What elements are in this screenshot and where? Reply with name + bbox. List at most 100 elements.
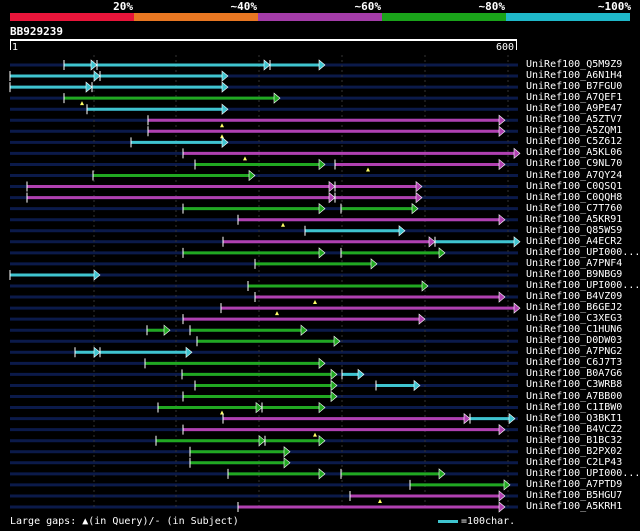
hit-label[interactable]: UniRef100_UPI000... (526, 246, 640, 258)
hit-label[interactable]: UniRef100_C2LP43 (526, 456, 623, 468)
hit-label[interactable]: UniRef100_B7FGU0 (526, 81, 623, 93)
ruler-end-label: 600 (496, 42, 515, 53)
segment-arrow (438, 247, 446, 259)
segment-arrow (415, 180, 423, 193)
legend-label-4: ~80% (478, 0, 506, 13)
ruler-start-label: 1 (12, 42, 19, 53)
segment-arrow (263, 59, 271, 71)
segment-arrow (318, 158, 326, 171)
segment-arrow (330, 379, 338, 392)
hit-label[interactable]: UniRef100_A9PE47 (526, 103, 623, 115)
hit-label[interactable]: UniRef100_A7BB00 (526, 390, 623, 402)
hit-label[interactable]: UniRef100_A5KR91 (526, 213, 623, 225)
legend-band-4 (382, 13, 506, 21)
segment-arrow (438, 468, 446, 480)
hit-label[interactable]: UniRef100_A5ZTV7 (526, 114, 623, 126)
query-gap-marker (220, 134, 224, 139)
segment-arrow (93, 269, 101, 281)
legend-band-2 (134, 13, 258, 21)
segment-arrow (498, 158, 506, 171)
hit-label[interactable]: UniRef100_A5ZQM1 (526, 125, 623, 137)
hit-label[interactable]: UniRef100_C0QSQ1 (526, 180, 623, 192)
hit-label[interactable]: UniRef100_B4VZ09 (526, 291, 623, 303)
hit-label[interactable]: UniRef100_C3WRB8 (526, 379, 623, 391)
query-gap-marker (313, 432, 317, 437)
hit-label[interactable]: UniRef100_Q3BKI1 (526, 412, 623, 424)
hit-label[interactable]: UniRef100_C7T760 (526, 202, 623, 214)
hit-label[interactable]: UniRef100_UPI000... (526, 280, 640, 291)
segment-arrow (330, 390, 338, 403)
query-ruler (10, 39, 517, 41)
segment-arrow (503, 479, 511, 491)
hit-label[interactable]: UniRef100_B6GEJ2 (526, 302, 623, 314)
query-gap-marker (313, 300, 317, 305)
query-gap-marker (80, 101, 84, 106)
segment-arrow (283, 457, 291, 469)
hit-label[interactable]: UniRef100_B4VCZ2 (526, 423, 623, 435)
segment-arrow (85, 81, 93, 93)
hit-label[interactable]: UniRef100_C5Z612 (526, 136, 623, 148)
hit-label[interactable]: UniRef100_A5KL06 (526, 147, 623, 159)
query-gap-marker (275, 311, 279, 316)
ruler-tick-end (516, 41, 517, 50)
query-gap-marker (220, 410, 224, 415)
segment-arrow (318, 247, 326, 259)
hit-label[interactable]: UniRef100_B5HGU7 (526, 489, 623, 501)
hit-label[interactable]: UniRef100_A7PNG2 (526, 346, 623, 358)
hit-label[interactable]: UniRef100_B9NBG9 (526, 268, 623, 280)
hit-label[interactable]: UniRef100_A6N1H4 (526, 70, 623, 82)
segment-arrow (357, 368, 365, 381)
hit-label[interactable]: UniRef100_C0QQH8 (526, 191, 623, 203)
query-gap-marker (281, 222, 285, 227)
hit-label[interactable]: UniRef100_D0DW03 (526, 335, 623, 347)
hit-label[interactable]: UniRef100_A4ECR2 (526, 235, 623, 247)
hit-label[interactable]: UniRef100_UPI000... (526, 467, 640, 479)
hit-label[interactable]: UniRef100_B0A7G6 (526, 368, 623, 380)
segment-arrow (221, 81, 229, 93)
scale-label: =100char. (461, 516, 516, 527)
segment-arrow (318, 357, 326, 369)
hit-label[interactable]: UniRef100_A7PNF4 (526, 257, 623, 269)
query-gap-marker (220, 123, 224, 128)
legend-band-1 (10, 13, 134, 21)
segment-arrow (300, 324, 308, 336)
segment-arrow (328, 191, 336, 204)
identity-legend-bar (10, 13, 630, 21)
hit-label[interactable]: UniRef100_Q5M9Z9 (526, 59, 623, 70)
hit-label[interactable]: UniRef100_C6J7T3 (526, 357, 623, 369)
legend-band-3 (258, 13, 382, 21)
segment-arrow (498, 114, 506, 126)
query-name: BB929239 (10, 25, 63, 38)
segment-arrow (498, 125, 506, 137)
segment-arrow (258, 435, 266, 447)
hit-label[interactable]: UniRef100_C1HUN6 (526, 324, 623, 336)
hit-label[interactable]: UniRef100_A7QY24 (526, 169, 623, 181)
hit-label[interactable]: UniRef100_A5KRH1 (526, 501, 623, 512)
segment-arrow (93, 346, 101, 358)
scale-swatch (438, 520, 458, 523)
hit-label[interactable]: UniRef100_B2PX02 (526, 445, 623, 457)
segment-arrow (248, 169, 256, 182)
segment-arrow (463, 412, 471, 425)
segment-arrow (90, 59, 98, 71)
segment-arrow (163, 324, 171, 336)
segment-arrow (318, 203, 326, 215)
hit-label[interactable]: UniRef100_A7QEF1 (526, 92, 623, 104)
query-gap-marker (243, 156, 247, 161)
segment-arrow (255, 401, 263, 414)
hit-label[interactable]: UniRef100_A7PTD9 (526, 478, 623, 490)
hit-label[interactable]: UniRef100_Q85WS9 (526, 224, 623, 236)
hit-label[interactable]: UniRef100_C9NL70 (526, 158, 623, 170)
hit-label[interactable]: UniRef100_C3XEG3 (526, 313, 623, 325)
segment-arrow (318, 468, 326, 480)
segment-arrow (498, 214, 506, 226)
legend-label-3: ~60% (354, 0, 382, 13)
segment-arrow (508, 412, 516, 425)
hit-label[interactable]: UniRef100_C1IBW0 (526, 401, 623, 413)
hit-label[interactable]: UniRef100_B1BC32 (526, 434, 623, 446)
segment-arrow (273, 92, 281, 104)
segment-arrow (411, 203, 419, 215)
segment-arrow (513, 302, 521, 314)
segment-arrow (318, 435, 326, 447)
scale-legend: =100char. (438, 516, 515, 527)
